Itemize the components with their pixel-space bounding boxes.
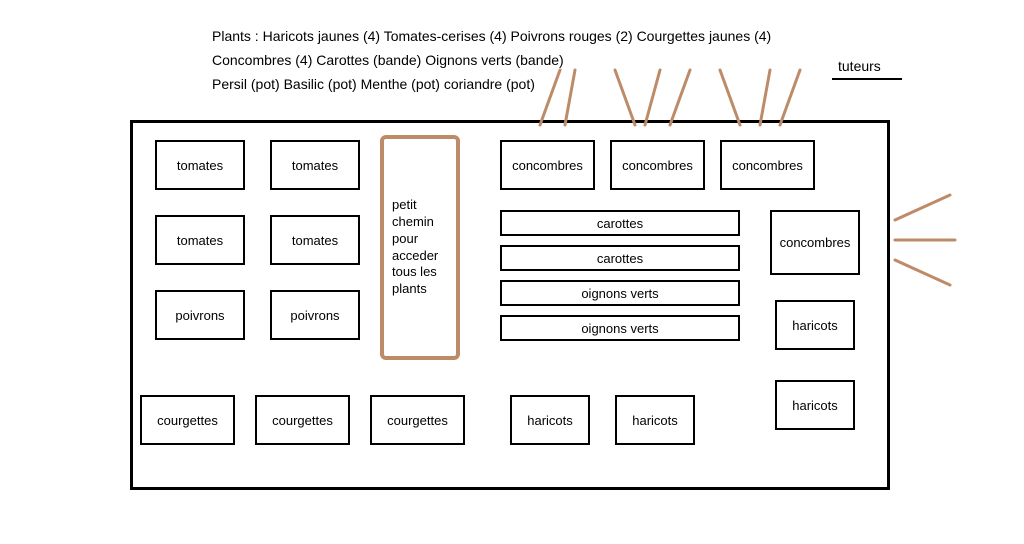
plant-box-haricots-4: haricots xyxy=(775,300,855,350)
stake-line xyxy=(895,260,950,285)
plants-list-line-1: Plants : Haricots jaunes (4) Tomates-cer… xyxy=(212,28,771,44)
stake-line xyxy=(540,70,560,125)
plant-box-label: poivrons xyxy=(290,308,339,323)
plant-strip-oignons-1: oignons verts xyxy=(500,280,740,306)
stake-line xyxy=(670,70,690,125)
stake-line xyxy=(720,70,740,125)
path-label-text: petit chemin pour acceder tous les plant… xyxy=(392,197,448,298)
plant-box-haricots-1: haricots xyxy=(510,395,590,445)
plant-strip-carottes-2: carottes xyxy=(500,245,740,271)
plant-strip-label: oignons verts xyxy=(581,286,658,301)
plant-box-concombres-4: concombres xyxy=(770,210,860,275)
plant-box-label: haricots xyxy=(632,413,678,428)
plant-box-poivrons-2: poivrons xyxy=(270,290,360,340)
plants-list-line-2: Concombres (4) Carottes (bande) Oignons … xyxy=(212,52,564,68)
plant-box-label: concombres xyxy=(732,158,803,173)
stake-line xyxy=(760,70,770,125)
path-label-box: petit chemin pour acceder tous les plant… xyxy=(380,135,460,360)
plant-box-tomates-4: tomates xyxy=(270,215,360,265)
stake-line xyxy=(565,70,575,125)
stake-line xyxy=(645,70,660,125)
plant-box-courgettes-3: courgettes xyxy=(370,395,465,445)
plant-box-poivrons-1: poivrons xyxy=(155,290,245,340)
legend-tuteurs-underline xyxy=(832,78,902,80)
plant-box-concombres-3: concombres xyxy=(720,140,815,190)
plant-box-courgettes-1: courgettes xyxy=(140,395,235,445)
stake-line xyxy=(895,195,950,220)
plant-strip-label: carottes xyxy=(597,251,643,266)
plant-box-label: concombres xyxy=(780,235,851,250)
plant-box-tomates-2: tomates xyxy=(270,140,360,190)
plant-strip-oignons-2: oignons verts xyxy=(500,315,740,341)
plant-box-label: haricots xyxy=(527,413,573,428)
plant-box-label: concombres xyxy=(512,158,583,173)
plant-box-concombres-1: concombres xyxy=(500,140,595,190)
plant-strip-label: carottes xyxy=(597,216,643,231)
plant-strip-carottes-1: carottes xyxy=(500,210,740,236)
legend-tuteurs-label: tuteurs xyxy=(838,58,881,74)
plant-box-label: poivrons xyxy=(175,308,224,323)
plant-box-label: tomates xyxy=(177,158,223,173)
plant-strip-label: oignons verts xyxy=(581,321,658,336)
plant-box-courgettes-2: courgettes xyxy=(255,395,350,445)
plant-box-label: haricots xyxy=(792,398,838,413)
plant-box-label: courgettes xyxy=(387,413,448,428)
stake-line xyxy=(615,70,635,125)
plant-box-label: tomates xyxy=(177,233,223,248)
stake-line xyxy=(780,70,800,125)
plant-box-haricots-2: haricots xyxy=(615,395,695,445)
garden-diagram: Plants : Haricots jaunes (4) Tomates-cer… xyxy=(0,0,1024,544)
plant-box-label: courgettes xyxy=(157,413,218,428)
plant-box-label: concombres xyxy=(622,158,693,173)
plant-box-tomates-1: tomates xyxy=(155,140,245,190)
plant-box-label: haricots xyxy=(792,318,838,333)
plant-box-haricots-3: haricots xyxy=(775,380,855,430)
plant-box-label: tomates xyxy=(292,233,338,248)
plant-box-label: courgettes xyxy=(272,413,333,428)
plant-box-label: tomates xyxy=(292,158,338,173)
plant-box-tomates-3: tomates xyxy=(155,215,245,265)
plant-box-concombres-2: concombres xyxy=(610,140,705,190)
plants-list-line-3: Persil (pot) Basilic (pot) Menthe (pot) … xyxy=(212,76,535,92)
